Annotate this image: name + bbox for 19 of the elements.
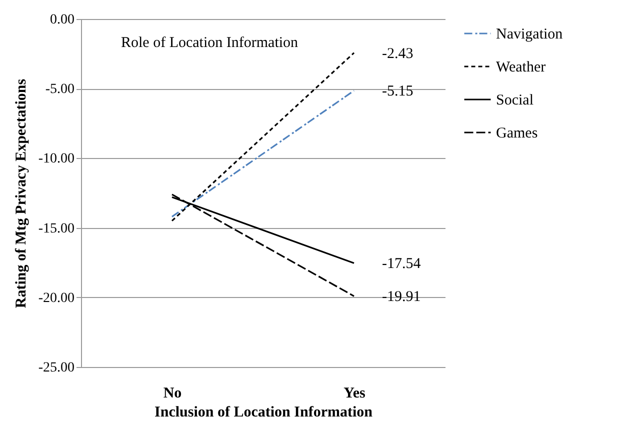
data-label: -19.91 — [382, 289, 421, 306]
data-label: -5.15 — [382, 84, 414, 100]
y-tick-label: -5.00 — [45, 82, 74, 98]
x-tick-label: No — [163, 386, 182, 402]
legend-label: Social — [496, 92, 534, 108]
data-label: -17.54 — [382, 256, 422, 272]
x-axis-title: Inclusion of Location Information — [154, 404, 374, 420]
y-tick-label: -20.00 — [38, 290, 74, 306]
legend-label: Navigation — [496, 26, 564, 42]
y-tick-label: -15.00 — [38, 221, 74, 236]
y-tick-label: 0.00 — [50, 12, 74, 28]
legend-label: Games — [496, 126, 538, 142]
y-tick-label: -10.00 — [38, 152, 74, 167]
legend-label: Weather — [496, 60, 546, 76]
data-label: -2.43 — [382, 46, 414, 62]
annotation: Role of Location Information — [121, 35, 299, 51]
y-axis-title: Rating of Mtg Privacy Expectations — [13, 78, 30, 308]
x-tick-label: Yes — [344, 386, 366, 402]
y-tick-label: -25.00 — [38, 360, 74, 376]
